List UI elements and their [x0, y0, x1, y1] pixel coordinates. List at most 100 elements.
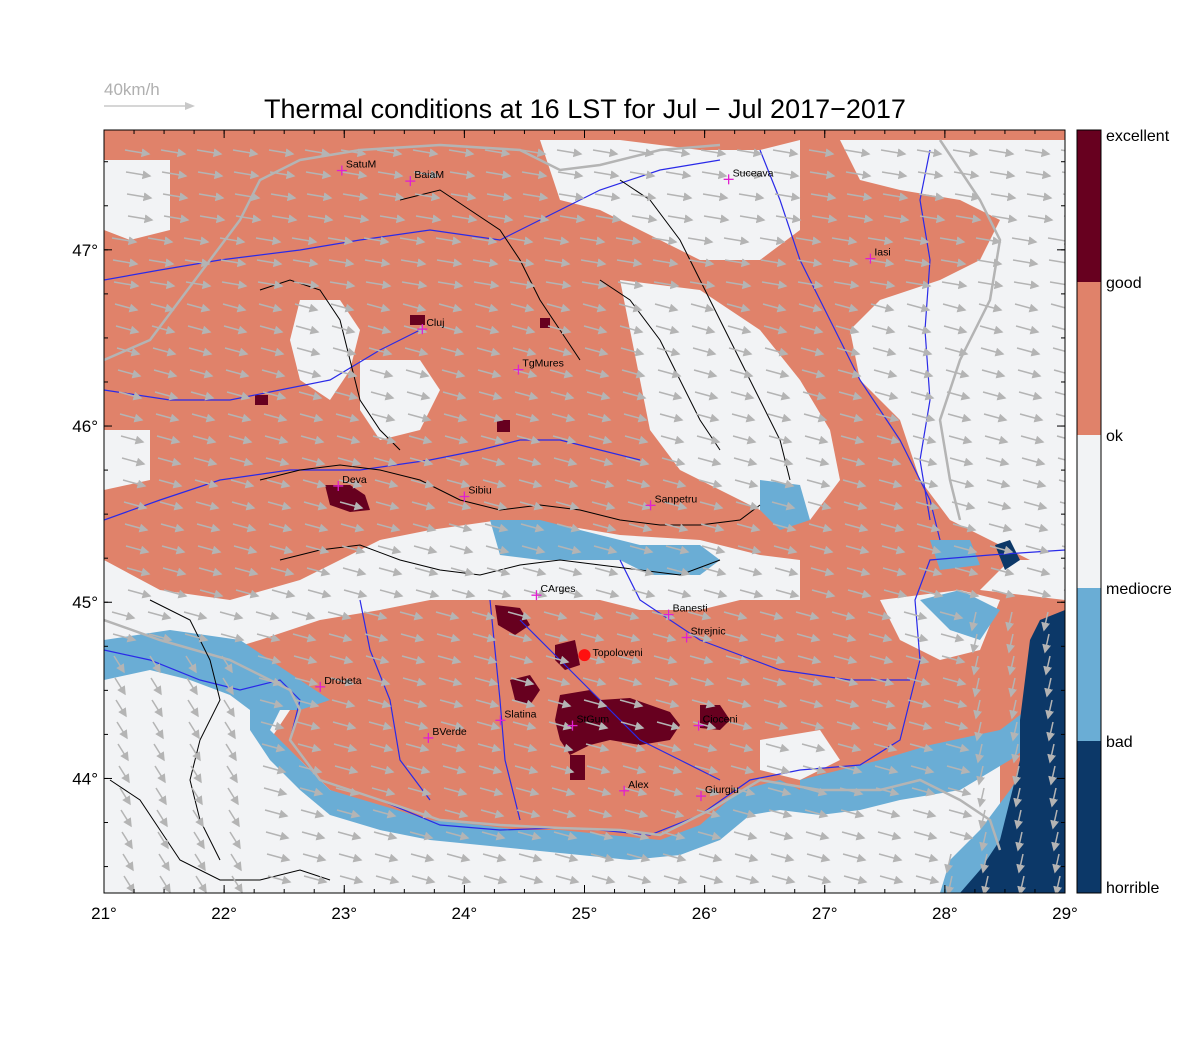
wind-arrow: [184, 633, 209, 643]
wind-arrow: [157, 831, 169, 850]
wind-arrow: [1047, 236, 1065, 246]
wind-arrow: [266, 479, 291, 489]
wind-arrow: [1011, 236, 1038, 246]
wind-arrow: [343, 589, 368, 599]
wind-arrow: [734, 479, 759, 489]
wind-arrow: [363, 236, 390, 246]
wind-arrow: [368, 721, 393, 731]
wind-arrow: [303, 875, 328, 885]
wind-arrow: [481, 831, 506, 841]
wind-arrow: [118, 391, 143, 401]
wind-arrow: [442, 765, 467, 775]
wind-arrow: [693, 743, 718, 753]
wind-arrow: [805, 831, 830, 841]
wind-arrow: [1006, 633, 1016, 654]
wind-arrow: [736, 148, 763, 158]
wind-arrow: [557, 545, 582, 555]
wind-arrow: [268, 148, 295, 158]
wind-arrow: [972, 677, 982, 698]
wind-arrow: [221, 655, 233, 674]
wind-arrow: [919, 214, 946, 224]
wind-arrow: [1049, 281, 1065, 286]
wind-arrow: [547, 699, 572, 709]
wind-arrow: [1054, 391, 1065, 396]
wind-arrow: [591, 501, 616, 511]
wind-arrow: [659, 787, 684, 797]
wind-arrow: [667, 589, 692, 599]
y-tick-label: 44°: [72, 769, 98, 788]
wind-arrow: [409, 457, 434, 467]
wind-arrow: [592, 523, 617, 533]
wind-arrow: [808, 148, 835, 158]
wind-arrow: [369, 369, 394, 379]
wind-arrow: [695, 787, 720, 797]
wind-arrow: [402, 677, 427, 687]
wind-arrow: [304, 148, 331, 158]
wind-arrow: [230, 853, 242, 872]
wind-arrow: [365, 280, 392, 290]
wind-arrow: [406, 391, 431, 401]
city-label: BaiaM: [414, 169, 444, 181]
wind-arrow: [555, 875, 580, 885]
wind-arrow: [832, 633, 857, 643]
wind-arrow: [297, 369, 322, 379]
wind-arrow: [726, 303, 751, 313]
wind-arrow: [1042, 633, 1052, 654]
wind-arrow: [151, 699, 163, 718]
city-label: Banesti: [673, 603, 708, 615]
wind-arrow: [119, 787, 131, 806]
wind-arrow: [595, 214, 622, 224]
wind-arrow: [985, 457, 1010, 467]
wind-arrow: [869, 280, 896, 290]
wind-arrow: [183, 611, 208, 621]
wind-arrow: [342, 567, 367, 577]
wind-arrow: [477, 369, 502, 379]
city-marker: Iasi: [865, 247, 891, 264]
wind-arrow: [472, 258, 499, 268]
wind-arrow: [941, 280, 968, 290]
wind-arrow: [1045, 699, 1055, 720]
wind-arrow: [952, 523, 977, 533]
city-label: Cluj: [426, 317, 444, 329]
wind-arrow: [910, 391, 935, 401]
wind-arrow: [112, 633, 137, 643]
wind-arrow: [689, 280, 716, 290]
wind-arrow: [484, 148, 511, 158]
wind-arrow: [580, 258, 607, 268]
wind-arrow: [553, 831, 578, 841]
wind-arrow: [337, 831, 362, 841]
wind-arrow: [155, 787, 167, 806]
wind-arrow: [651, 611, 676, 621]
wind-arrow: [627, 501, 652, 511]
wind-arrow: [446, 479, 471, 489]
wind-arrow: [153, 743, 165, 762]
wind-arrow: [621, 369, 646, 379]
wind-arrow: [366, 677, 391, 687]
wind-arrow: [119, 413, 144, 423]
wind-arrow: [579, 236, 606, 246]
wind-arrow: [332, 721, 357, 731]
wind-arrow: [796, 633, 821, 643]
wind-arrow: [658, 765, 683, 775]
wind-arrow: [255, 611, 280, 621]
wind-arrow: [234, 192, 261, 202]
legend-good-swatch: [1077, 282, 1101, 435]
wind-arrow: [514, 765, 539, 775]
x-tick-label: 24°: [452, 904, 478, 923]
wind-arrow: [194, 853, 206, 872]
wind-arrow: [655, 699, 680, 709]
city-label: Deva: [342, 474, 367, 486]
wind-arrow: [915, 501, 940, 511]
wind-arrow: [769, 457, 794, 467]
wind-arrow: [692, 721, 717, 731]
wind-arrow: [903, 236, 930, 246]
wind-arrow: [594, 567, 619, 577]
wind-arrow: [840, 435, 865, 445]
city-label: Giurgiu: [705, 784, 739, 796]
wind-arrow: [191, 413, 216, 423]
wind-arrow: [700, 523, 725, 533]
wind-arrow: [271, 214, 298, 224]
wind-arrow: [989, 170, 1016, 180]
wind-arrow: [198, 192, 225, 202]
wind-arrow: [342, 192, 369, 202]
